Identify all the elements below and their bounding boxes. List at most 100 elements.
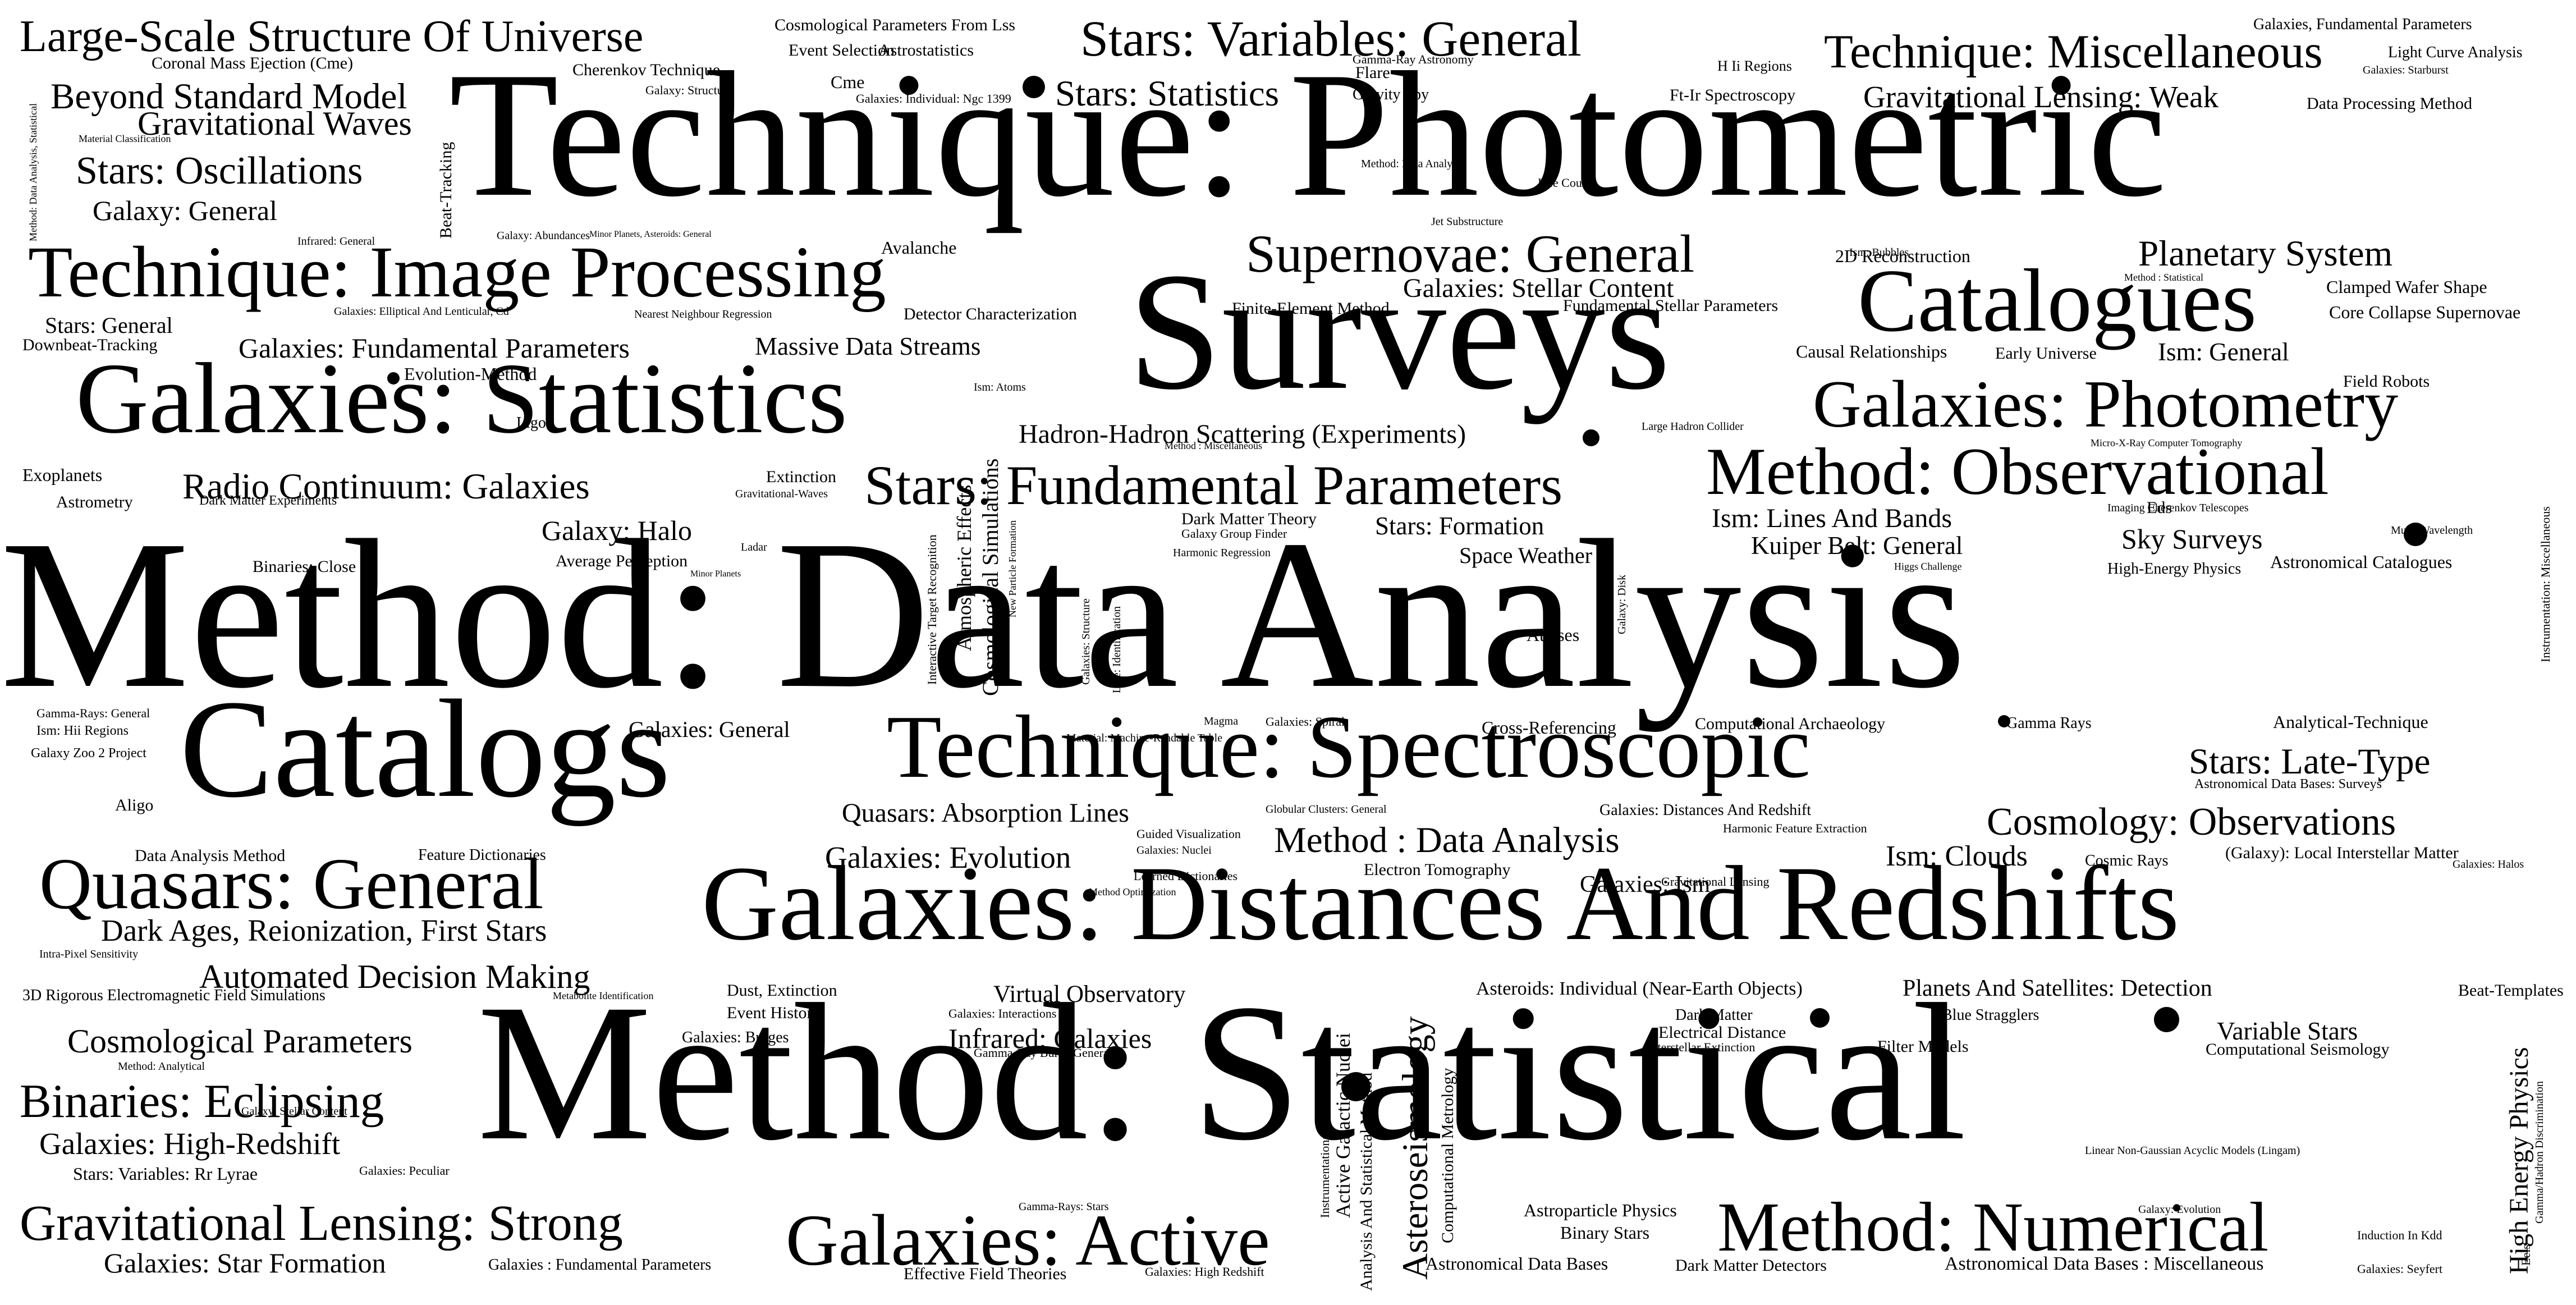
word-method-optimization: Method Optimization	[1089, 886, 1176, 898]
word-gamma-ray-burst-general: Gamma-Ray Burst: General	[974, 1046, 1112, 1060]
word-material-classification: Material Classification	[79, 133, 171, 144]
word-galaxies-active: Galaxies: Active	[786, 1200, 1270, 1281]
word-binary-stars: Binary Stars	[1560, 1222, 1650, 1243]
word-galaxies-halos: Galaxies: Halos	[2453, 858, 2524, 871]
word-galaxies-fundamental-parameters: Galaxies: Fundamental Parameters	[239, 332, 630, 364]
word-light-curve-analysis: Light Curve Analysis	[2388, 44, 2523, 61]
word-galaxy-halo: Galaxy: Halo	[542, 515, 692, 546]
word-gamma-rays-general: Gamma-Rays: General	[36, 706, 150, 720]
word-analytical-technique: Analytical-Technique	[2273, 712, 2428, 732]
word-life-course: Life Course	[1538, 176, 1597, 190]
word-gravitational-lensing-strong: Gravitational Lensing: Strong	[20, 1196, 623, 1251]
word-harmonic-regression: Harmonic Regression	[1173, 547, 1271, 559]
word-stars-variables-general: Stars: Variables: General	[1080, 11, 1582, 67]
word-galaxy-structure: Galaxy: Structure	[645, 83, 733, 97]
decorative-dot	[2404, 523, 2427, 546]
word-method-data-analysis-statistical: Method: Data Analysis, Statistical	[27, 103, 39, 241]
word-electrical-distance: Electrical Distance	[1658, 1023, 1786, 1042]
word-fundamental-stellar-parameters: Fundamental Stellar Parameters	[1563, 296, 1779, 315]
word-gamma-rays-stars: Gamma-Rays: Stars	[1019, 1201, 1109, 1213]
word-galaxies-high-redshift: Galaxies: High-Redshift	[39, 1127, 341, 1161]
word-metabolite-identification: Metabolite Identification	[553, 990, 654, 1001]
word-galaxy-general: Galaxy: General	[93, 195, 278, 226]
word-gravitational-lensing-weak: Gravitational Lensing: Weak	[1863, 80, 2219, 114]
decorative-dot	[1023, 76, 1045, 98]
word-space-weather: Space Weather	[1459, 543, 1593, 568]
word-computational-seismology: Computational Seismology	[2206, 1040, 2390, 1059]
word-large-hadron-collider: Large Hadron Collider	[1642, 420, 1744, 433]
word-method-miscellaneous: Method : Miscellaneous	[1165, 440, 1262, 451]
word-guided-visualization: Guided Visualization	[1136, 827, 1241, 841]
word-galaxies-interactions: Galaxies: Interactions	[948, 1006, 1057, 1020]
word-imaging-cherenkov-telescopes: Imaging Cherenkov Telescopes	[2107, 502, 2249, 514]
word-filter-models: Filter Models	[1877, 1037, 1969, 1056]
word-variable-stars: Variable Stars	[2217, 1017, 2358, 1045]
decorative-dot	[2154, 1007, 2179, 1032]
word-galaxies-seyfert: Galaxies: Seyfert	[2357, 1262, 2443, 1276]
word-detector-characterization: Detector Characterization	[904, 305, 1077, 323]
word-3d-rigorous-electromagnetic-field-simulations: 3D Rigorous Electromagnetic Field Simula…	[22, 987, 326, 1004]
word-ism-clouds: Ism: Clouds	[1886, 840, 2028, 872]
word-linear-non-gaussian-acyclic-models-lingam: Linear Non-Gaussian Acyclic Models (Ling…	[2085, 1144, 2300, 1157]
word-galaxy-zoo-2-project: Galaxy Zoo 2 Project	[31, 746, 146, 761]
word-virtual-observatory: Virtual Observatory	[993, 981, 1186, 1008]
word-astrometry: Astrometry	[56, 493, 133, 511]
word-nearest-neighbour-regression: Nearest Neighbour Regression	[634, 308, 772, 320]
word-galaxy-local-interstellar-matter: (Galaxy): Local Interstellar Matter	[2225, 844, 2459, 862]
word-quasars-general: Quasars: General	[39, 844, 544, 924]
word-technique-miscellaneous: Technique: Miscellaneous	[1824, 25, 2323, 78]
word-catalogs: Catalogs	[180, 671, 671, 827]
word-astronomical-data-bases-miscellaneous: Astronomical Data Bases : Miscellaneous	[1945, 1253, 2264, 1274]
word-cosmological-parameters: Cosmological Parameters	[67, 1023, 412, 1060]
word-micro-x-ray-computer-tomography: Micro-X-Ray Computer Tomography	[2091, 437, 2243, 448]
word-galaxies-nuclei: Galaxies: Nuclei	[1136, 844, 1212, 857]
word-automated-decision-making: Automated Decision Making	[199, 958, 590, 995]
word-galaxies-structure: Galaxies: Structure	[1080, 598, 1092, 685]
word-stars-formation: Stars: Formation	[1375, 512, 1544, 540]
word-instrumentation-miscellaneous: Instrumentation: Miscellaneous	[2538, 506, 2552, 662]
word-ism-bubbles: Ism: Bubbles	[1849, 246, 1909, 259]
word-h-ii-regions: H Ii Regions	[1717, 58, 1792, 74]
word-harmonic-feature-extraction: Harmonic Feature Extraction	[1723, 821, 1867, 835]
word-blue-stragglers: Blue Stragglers	[1942, 1006, 2039, 1024]
word-event-history: Event History	[727, 1004, 821, 1022]
word-gravitational-lensing: Gravitational Lensing	[1661, 874, 1770, 889]
word-multi-wavelength: Multi-Wavelength	[2391, 524, 2473, 537]
word-coronal-mass-ejection-cme: Coronal Mass Ejection (Cme)	[152, 54, 354, 72]
word-galaxy-stellar-content: Galaxy: Stellar Content	[241, 1105, 347, 1118]
word-astronomical-data-bases: Astronomical Data Bases	[1425, 1253, 1608, 1274]
word-binaries-eclipsing: Binaries: Eclipsing	[20, 1075, 384, 1128]
word-galaxies-high-redshift: Galaxies: High Redshift	[1145, 1265, 1264, 1279]
word-method-data-analysis: Method : Data Analysis	[1274, 820, 1620, 860]
word-eels: Eels	[2519, 1244, 2533, 1266]
word-galaxies-peculiar: Galaxies: Peculiar	[359, 1164, 450, 1178]
word-galaxy-disk: Galaxy: Disk	[1616, 574, 1628, 634]
word-higgs-challenge: Higgs Challenge	[1894, 561, 1962, 572]
word-galaxies-evolution: Galaxies: Evolution	[825, 840, 1071, 874]
word-galaxies-starburst: Galaxies: Starburst	[2363, 64, 2449, 76]
word-avalanche: Avalanche	[881, 237, 957, 258]
word-gamma-ray-astronomy: Gamma-Ray Astronomy	[1353, 52, 1474, 66]
word-beyond-standard-model: Beyond Standard Model	[51, 76, 407, 117]
word-dust-extinction: Dust, Extinction	[727, 981, 837, 1000]
word-sky-surveys: Sky Surveys	[2121, 523, 2263, 555]
word-2d-reconstruction: 2D Reconstruction	[1835, 246, 1970, 266]
word-gravitational-waves: Gravitational-Waves	[735, 488, 828, 500]
word-flare: Flare	[1355, 63, 1390, 82]
word-cosmic-rays: Cosmic Rays	[2085, 852, 2169, 869]
word-stars-general: Stars: General	[45, 313, 173, 338]
word-galaxies-stellar-content: Galaxies: Stellar Content	[1403, 273, 1674, 303]
word-interstellar-extinction: Interstellar Extinction	[1647, 1040, 1755, 1054]
word-downbeat-tracking: Downbeat-Tracking	[22, 336, 158, 354]
word-field-robots: Field Robots	[2343, 372, 2430, 391]
word-large-scale-structure-of-universe: Large-Scale Structure Of Universe	[20, 12, 644, 61]
word-technique-photometric: Technique: Photometric	[449, 35, 2167, 234]
word-line-identification: Line: Identification	[1111, 606, 1123, 693]
word-aligo: Aligo	[115, 796, 154, 814]
word-learned-dictionaries: Learned Dictionaries	[1134, 869, 1238, 883]
word-causal-relationships: Causal Relationships	[1796, 341, 1947, 361]
word-dark-matter-experiments: Dark Matter Experiments	[199, 493, 337, 508]
word-asteroids-individual-near-earth-objects: Asteroids: Individual (Near-Earth Object…	[1476, 978, 1803, 999]
word-surveys: Surveys	[1128, 238, 1671, 424]
word-galaxies-photometry: Galaxies: Photometry	[1813, 367, 2399, 441]
